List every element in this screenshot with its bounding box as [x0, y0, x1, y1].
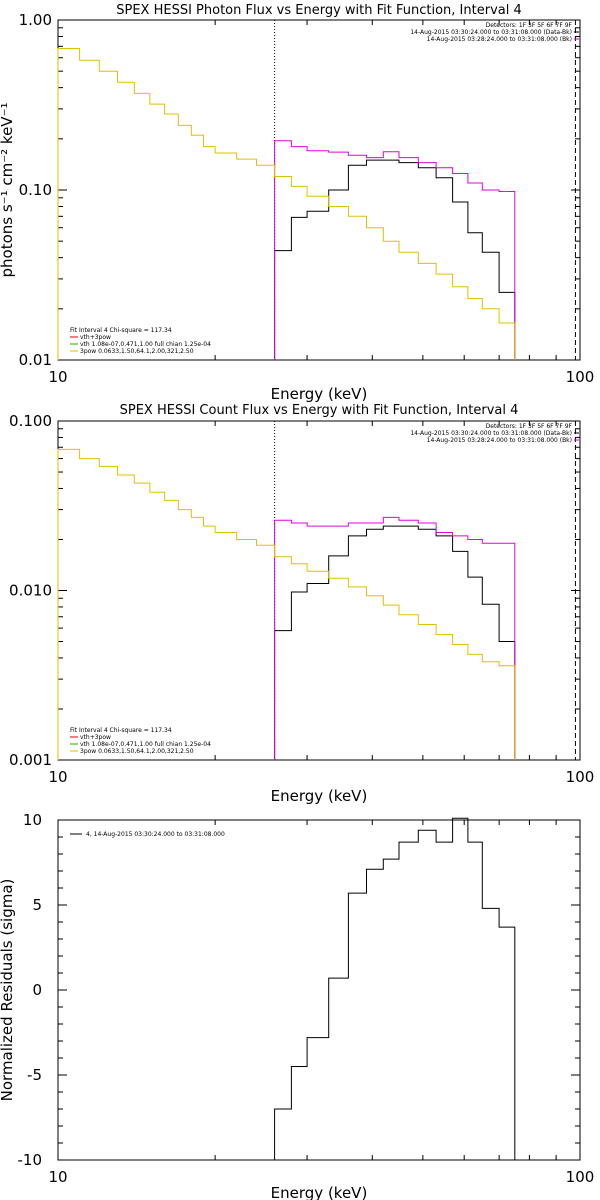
series-line-2: [274, 140, 516, 360]
chart-panel-1: SPEX HESSI Photon Flux vs Energy with Fi…: [0, 3, 594, 403]
header-line: Detectors: 1F 3F 5F 6F 7F 9F: [486, 22, 573, 29]
x-tick-label: 10: [48, 368, 67, 386]
legend-entry: 3pow 0.0633,1.50,64.1,2.00,321,2.50: [80, 348, 194, 355]
chart-title: SPEX HESSI Count Flux vs Energy with Fit…: [120, 403, 519, 418]
series-line-3: [57, 48, 516, 360]
y-tick-label: 1.00: [19, 11, 52, 29]
y-tick-label: 0.001: [9, 751, 52, 769]
y-tick-label: 5: [32, 896, 42, 914]
chart-panel-3: 10 100 10 5 0 -5 -10 Energy (keV) Normalized Res…: [0, 811, 594, 1200]
x-tick-label: 100: [566, 768, 595, 786]
header-line: 14-Aug-2015 03:30:24.000 to 03:31:08.000…: [410, 29, 572, 36]
y-axis-label: photons s⁻¹ cm⁻² keV⁻¹: [0, 103, 16, 278]
legend-entry: vth 1.08e-07,0.471,1.00 full chian 1.25e…: [80, 341, 211, 348]
legend-entry: 3pow 0.0633,1.50,64.1,2.00,321,2.50: [80, 748, 194, 755]
chart-panel-2: SPEX HESSI Count Flux vs Energy with Fit…: [9, 403, 594, 805]
legend-entry: vth 1.08e-07,0.471,1.00 full chian 1.25e…: [80, 741, 211, 748]
plot-frame: [57, 19, 581, 361]
series-line-1: [274, 817, 516, 1160]
y-tick-label: -5: [27, 1066, 42, 1084]
series-line-1: [274, 159, 516, 360]
header-line: 14-Aug-2015 03:28:24.000 to 03:31:08.000…: [427, 437, 572, 444]
header-line: 14-Aug-2015 03:30:24.000 to 03:31:08.000…: [410, 430, 572, 437]
x-tick-label: 10: [48, 1168, 67, 1186]
y-tick-label: -10: [18, 1151, 43, 1169]
x-axis-label: Energy (keV): [271, 787, 368, 805]
plot-frame: [57, 819, 581, 1161]
x-tick-label: 10: [48, 768, 67, 786]
y-tick-label: 0: [32, 981, 42, 999]
x-axis-label: Energy (keV): [271, 1184, 368, 1200]
legend-entry: Fit Interval 4 Chi-square = 117.34: [70, 727, 172, 734]
series-line-2: [274, 516, 516, 760]
legend-entry: vth+3pow: [80, 734, 111, 741]
series-line-3: [57, 448, 516, 760]
y-tick-label: 0.10: [19, 181, 52, 199]
plot-frame: [57, 420, 581, 761]
header-line: 14-Aug-2015 03:28:24.000 to 03:31:08.000…: [427, 36, 572, 43]
legend-entry: Fit Interval 4 Chi-square = 117.34: [70, 327, 172, 334]
chart-title: SPEX HESSI Photon Flux vs Energy with Fi…: [116, 3, 522, 18]
x-tick-label: 100: [566, 368, 595, 386]
legend-entry: 4, 14-Aug-2015 03:30:24.000 to 03:31:08.…: [86, 831, 225, 838]
legend-entry: vth+3pow: [80, 334, 111, 341]
y-tick-label: 0.01: [19, 351, 52, 369]
header-line: Detectors: 1F 3F 5F 6F 7F 9F: [486, 423, 573, 430]
x-axis-label: Energy (keV): [271, 385, 368, 403]
y-tick-label: 0.010: [9, 582, 52, 600]
y-tick-label: 10: [23, 811, 42, 829]
series-line-1: [274, 525, 516, 760]
y-tick-label: 0.100: [9, 412, 52, 430]
x-tick-label: 100: [566, 1168, 595, 1186]
y-axis-label: Normalized Residuals (sigma): [0, 879, 16, 1102]
